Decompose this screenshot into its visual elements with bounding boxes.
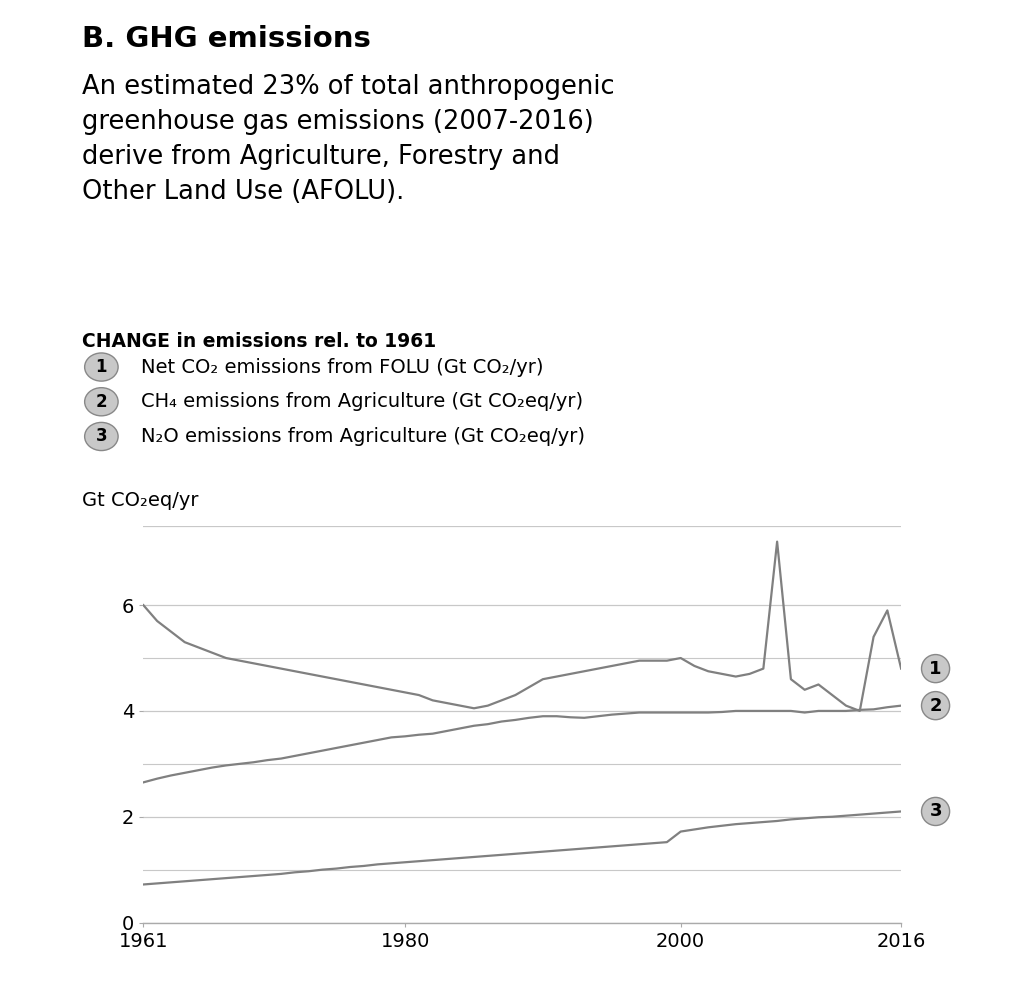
Text: 1: 1	[95, 358, 108, 376]
Text: 3: 3	[930, 803, 942, 820]
Circle shape	[85, 423, 118, 450]
Text: Net CO₂ emissions from FOLU (Gt CO₂/yr): Net CO₂ emissions from FOLU (Gt CO₂/yr)	[141, 357, 544, 377]
Text: Gt CO₂eq/yr: Gt CO₂eq/yr	[82, 491, 199, 510]
Text: 3: 3	[95, 428, 108, 445]
Circle shape	[85, 388, 118, 416]
Text: B. GHG emissions: B. GHG emissions	[82, 25, 371, 53]
Text: CHANGE in emissions rel. to 1961: CHANGE in emissions rel. to 1961	[82, 332, 436, 351]
Text: 1: 1	[930, 660, 942, 678]
Text: N₂O emissions from Agriculture (Gt CO₂eq/yr): N₂O emissions from Agriculture (Gt CO₂eq…	[141, 427, 586, 446]
Text: An estimated 23% of total anthropogenic
greenhouse gas emissions (2007-2016)
der: An estimated 23% of total anthropogenic …	[82, 74, 614, 205]
Text: CH₄ emissions from Agriculture (Gt CO₂eq/yr): CH₄ emissions from Agriculture (Gt CO₂eq…	[141, 392, 584, 412]
Text: 2: 2	[95, 393, 108, 411]
Circle shape	[85, 353, 118, 381]
Text: 2: 2	[930, 696, 942, 714]
